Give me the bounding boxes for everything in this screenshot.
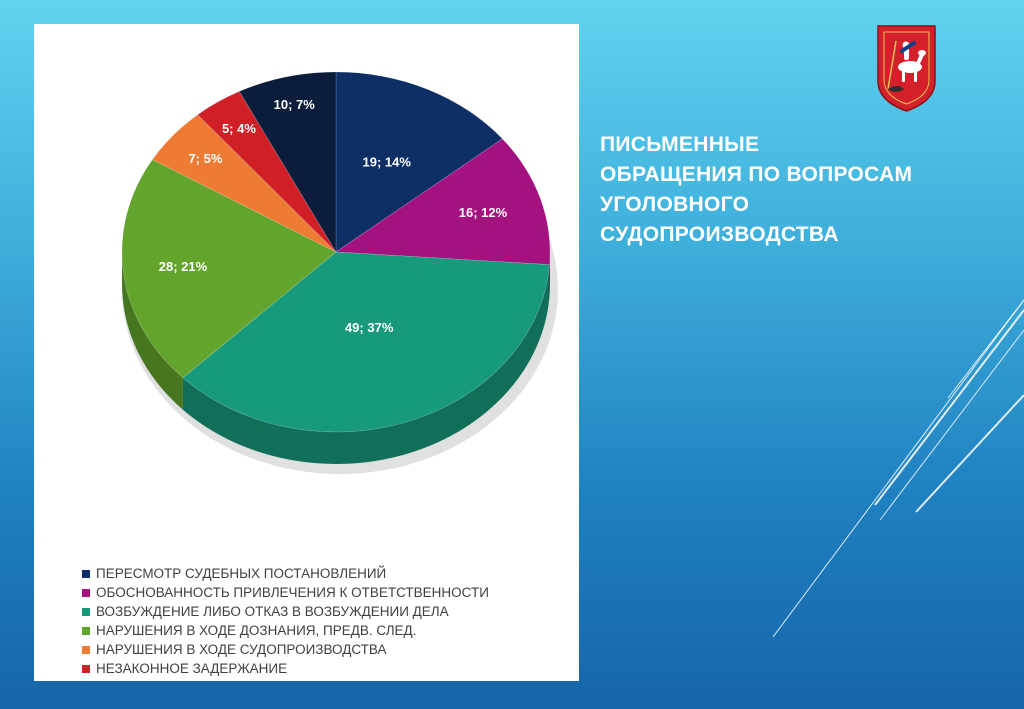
legend-swatch xyxy=(82,569,90,578)
pie-data-label: 49; 37% xyxy=(345,320,394,335)
legend-label: НЕЗАКОННОЕ ЗАДЕРЖАНИЕ xyxy=(96,661,288,676)
pie-slice xyxy=(335,71,503,253)
pie-slice-side xyxy=(549,252,550,297)
chart-legend: ПЕРЕСМОТР СУДЕБНЫХ ПОСТАНОВЛЕНИЙ ОБОСНОВА… xyxy=(82,564,489,678)
pie-slice xyxy=(151,114,337,253)
slide-title: ПИСЬМЕННЫЕ ОБРАЩЕНИЯ ПО ВОПРОСАМ УГОЛОВН… xyxy=(600,130,1000,250)
legend-label: ВОЗБУЖДЕНИЕ ЛИБО ОТКАЗ В ВОЗБУЖДЕНИИ ДЕЛ… xyxy=(96,604,449,619)
slide-title-line: ОБРАЩЕНИЯ ПО ВОПРОСАМ xyxy=(600,163,913,186)
pie-slice xyxy=(335,138,551,265)
slide-title-line: СУДОПРОИЗВОДСТВА xyxy=(600,223,839,246)
legend-swatch xyxy=(82,588,90,597)
pie-slice xyxy=(182,251,550,433)
moscow-coat-of-arms-icon xyxy=(877,25,936,112)
legend-item: ВОЗБУЖДЕНИЕ ЛИБО ОТКАЗ В ВОЗБУЖДЕНИИ ДЕЛ… xyxy=(82,602,489,621)
pie-slice-side xyxy=(182,264,550,464)
legend-label: НАРУШЕНИЯ В ХОДЕ СУДОПРОИЗВОДСТВА xyxy=(96,642,387,657)
pie-data-label: 16; 12% xyxy=(459,205,508,220)
pie-chart: 19; 14% 16; 12% 49; 37% 28; 21% 7; 5%5; 4% 10… xyxy=(121,71,558,474)
pie-data-label: 28; 21% xyxy=(159,259,208,274)
legend-item: НАРУШЕНИЯ В ХОДЕ СУДОПРОИЗВОДСТВА xyxy=(82,640,489,659)
legend-label: НАРУШЕНИЯ В ХОДЕ ДОЗНАНИЯ, ПРЕДВ. СЛЕД. xyxy=(96,623,417,638)
pie-slice xyxy=(197,91,337,253)
legend-swatch xyxy=(82,664,90,673)
pie-data-label: 5; 4% xyxy=(222,121,256,136)
legend-swatch xyxy=(82,626,90,635)
pie-slice xyxy=(238,71,337,254)
legend-swatch xyxy=(82,607,90,616)
chart-panel: 19; 14% 16; 12% 49; 37% 28; 21% 7; 5% 5; 4% 10… xyxy=(34,24,579,681)
legend-item: ПЕРЕСМОТР СУДЕБНЫХ ПОСТАНОВЛЕНИЙ xyxy=(82,564,489,583)
pie-slice-side xyxy=(122,252,183,410)
slide-title-line: ПИСЬМЕННЫЕ xyxy=(600,133,760,156)
legend-item: НАРУШЕНИЯ В ХОДЕ ДОЗНАНИЯ, ПРЕДВ. СЛЕД. xyxy=(82,621,489,640)
pie-data-label: 7; 5% xyxy=(188,151,222,166)
legend-swatch xyxy=(82,645,90,654)
legend-item: ОБОСНОВАННОСТЬ ПРИВЛЕЧЕНИЯ К ОТВЕТСТВЕНН… xyxy=(82,583,489,602)
legend-label: ПЕРЕСМОТР СУДЕБНЫХ ПОСТАНОВЛЕНИЙ xyxy=(96,566,387,581)
slide-title-line: УГОЛОВНОГО xyxy=(600,193,750,216)
pie-data-label: 19; 14% xyxy=(363,155,412,170)
legend-label: ОБОСНОВАННОСТЬ ПРИВЛЕЧЕНИЯ К ОТВЕТСТВЕНН… xyxy=(96,585,489,600)
pie-data-label: 10; 7% xyxy=(274,97,316,112)
pie-slice xyxy=(121,159,337,379)
legend-item: НЕЗАКОННОЕ ЗАДЕРЖАНИЕ xyxy=(82,659,489,678)
